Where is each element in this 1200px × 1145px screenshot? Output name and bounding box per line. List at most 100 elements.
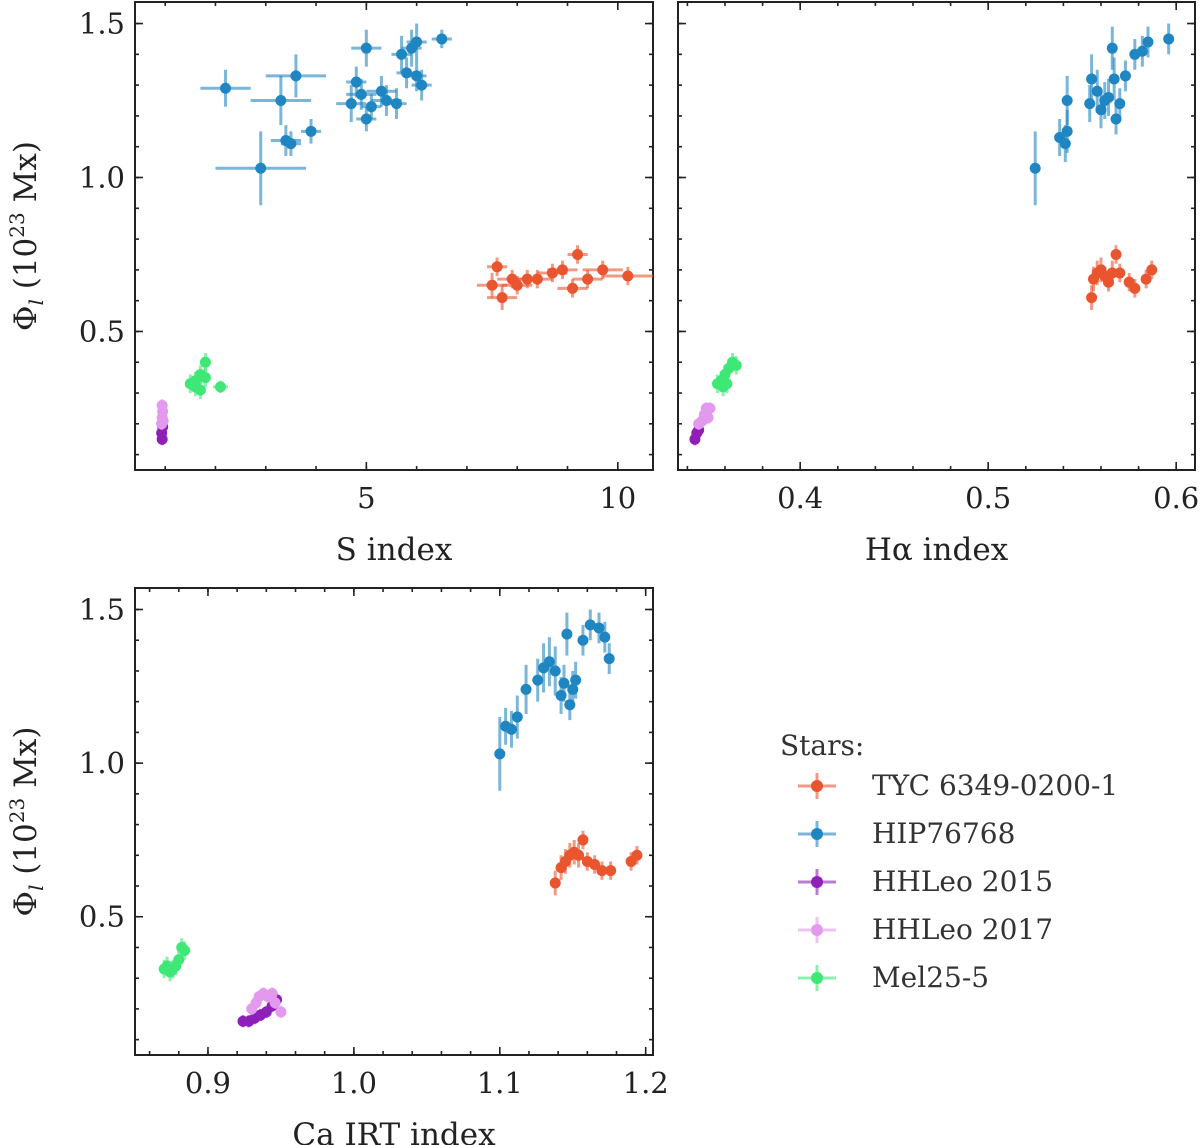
data-point — [220, 82, 232, 94]
data-point — [305, 125, 317, 137]
data-point — [1084, 98, 1096, 110]
data-point — [704, 402, 716, 414]
series-HIP — [1029, 23, 1175, 206]
y-tick-label: 0.5 — [79, 900, 125, 934]
data-point — [549, 877, 561, 889]
y-axis-label: Φl (1023 Mx) — [5, 141, 48, 331]
data-point — [285, 138, 297, 150]
data-point — [577, 834, 589, 846]
data-point — [360, 42, 372, 54]
data-point — [622, 270, 634, 282]
x-tick-label: 0.5 — [965, 481, 1011, 515]
legend-label: HHLeo 2015 — [872, 865, 1053, 898]
legend-item: HHLeo 2015 — [798, 865, 1053, 898]
data-point — [597, 264, 609, 276]
x-tick-label: 1.0 — [331, 1066, 377, 1100]
data-point — [549, 665, 561, 677]
data-point — [189, 381, 201, 393]
series-HIP — [494, 609, 615, 791]
data-point — [199, 356, 211, 368]
data-point — [496, 292, 508, 304]
data-point — [589, 859, 601, 871]
data-point — [375, 85, 387, 97]
data-point — [556, 264, 568, 276]
data-point — [1106, 42, 1118, 54]
data-point — [494, 748, 506, 760]
data-point — [505, 723, 517, 735]
data-point — [491, 261, 503, 273]
data-point — [596, 865, 608, 877]
data-point — [558, 677, 570, 689]
plot-frame — [134, 587, 654, 1056]
data-point — [1146, 264, 1158, 276]
data-point — [511, 279, 523, 291]
data-point — [577, 634, 589, 646]
x-tick-label: 0.4 — [777, 481, 823, 515]
data-point — [543, 656, 555, 668]
data-point — [355, 88, 367, 100]
data-point — [717, 381, 729, 393]
data-point — [631, 849, 643, 861]
data-point — [1114, 267, 1126, 279]
y-axis-label: Φl (1023 Mx) — [5, 727, 48, 917]
data-point — [561, 628, 573, 640]
chart-panel-3: 0.9 1.0 1.1 1.2 0.5 1.0 1.5 Ca IRT index Φl (102… — [5, 587, 669, 1145]
x-axis-label: S index — [336, 532, 453, 568]
data-point — [1142, 36, 1154, 48]
legend-marker — [811, 828, 823, 840]
data-point — [1061, 95, 1073, 107]
legend-item: HHLeo 2017 — [798, 913, 1053, 946]
series-TYC — [549, 830, 643, 896]
legend-marker — [811, 924, 823, 936]
data-point — [1136, 45, 1148, 57]
y-tick-label: 1.0 — [79, 161, 125, 195]
legend-label: HIP76768 — [872, 817, 1015, 850]
data-point — [702, 412, 714, 424]
x-tick-label: 0.9 — [185, 1066, 231, 1100]
chart-panel-2: 0.4 0.5 0.6 Hα index — [677, 1, 1199, 568]
data-point — [269, 997, 281, 1009]
series-HH2017 — [246, 987, 287, 1019]
data-point — [255, 162, 267, 174]
x-tick-label: 5 — [357, 481, 375, 515]
data-point — [582, 273, 594, 285]
data-point — [486, 279, 498, 291]
data-point — [275, 1006, 287, 1018]
x-tick-label: 1.1 — [477, 1066, 523, 1100]
data-point — [266, 988, 278, 1000]
series-HH2017 — [156, 399, 169, 430]
legend-label: HHLeo 2017 — [872, 913, 1053, 946]
x-tick-label: 0.6 — [1153, 481, 1199, 515]
data-point — [411, 70, 423, 82]
series-HIP — [200, 23, 452, 206]
data-point — [567, 282, 579, 294]
legend-label: TYC 6349-0200-1 — [872, 769, 1118, 802]
data-point — [1119, 70, 1131, 82]
data-point — [520, 683, 532, 695]
data-point — [584, 619, 596, 631]
legend-item: Mel25-5 — [798, 961, 989, 994]
data-point — [290, 70, 302, 82]
data-point — [365, 101, 377, 113]
data-point — [511, 711, 523, 723]
series-Mel — [158, 938, 191, 982]
x-axis-label: Hα index — [865, 532, 1009, 568]
data-point — [593, 622, 605, 634]
data-point — [605, 865, 617, 877]
data-point — [396, 48, 408, 60]
y-tick-label: 1.0 — [79, 746, 125, 780]
data-point — [1106, 267, 1118, 279]
data-point — [599, 631, 611, 643]
x-axis-label: Ca IRT index — [292, 1117, 496, 1145]
data-point — [572, 248, 584, 260]
data-point — [1140, 273, 1152, 285]
series-Mel — [184, 353, 229, 400]
data-point — [1129, 282, 1141, 294]
y-tick-label: 1.5 — [79, 7, 125, 41]
data-point — [1163, 33, 1175, 45]
data-point — [570, 674, 582, 686]
data-point — [173, 954, 185, 966]
data-point — [350, 76, 362, 88]
data-point — [1029, 162, 1041, 174]
